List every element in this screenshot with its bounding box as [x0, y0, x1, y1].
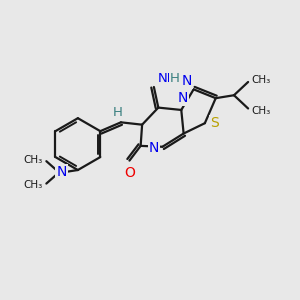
Text: H: H [170, 72, 180, 85]
Text: NH: NH [158, 72, 177, 85]
Text: CH₃: CH₃ [252, 106, 271, 116]
Text: N: N [178, 91, 188, 105]
Text: N: N [148, 141, 159, 155]
Text: N: N [56, 165, 67, 179]
Text: CH₃: CH₃ [24, 155, 43, 165]
Text: H: H [113, 106, 123, 118]
Text: CH₃: CH₃ [24, 180, 43, 190]
Text: N: N [182, 74, 192, 88]
Text: S: S [210, 116, 219, 130]
Text: O: O [124, 166, 135, 180]
Text: CH₃: CH₃ [252, 75, 271, 85]
